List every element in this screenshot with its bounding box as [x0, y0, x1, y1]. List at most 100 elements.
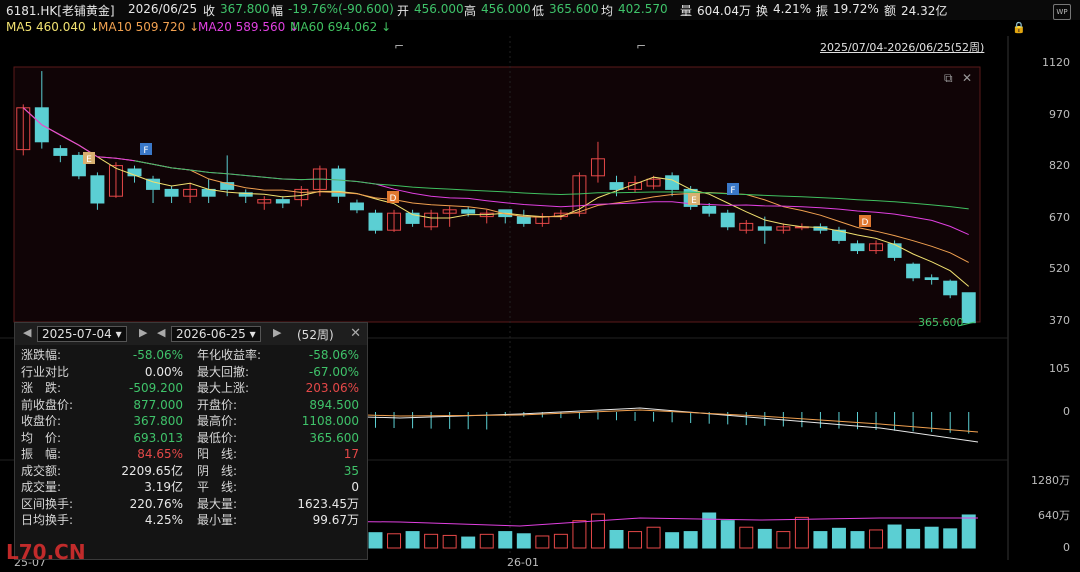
high-label: 高 — [464, 4, 477, 18]
volume-bar — [702, 512, 717, 549]
stat-row: 最高价: 1108.000 — [197, 413, 362, 430]
volume-bar — [387, 533, 402, 549]
candle-body — [831, 229, 846, 241]
stat-row: 开盘价: 894.500 — [197, 397, 362, 414]
marker-letter: E — [86, 155, 92, 165]
candle-body — [442, 209, 457, 214]
stat-value: 877.000 — [133, 397, 183, 412]
high-value: 456.000 — [481, 2, 531, 16]
stat-label: 均 价: — [21, 430, 62, 445]
restore-icon: ⧉ — [944, 71, 953, 85]
marker-letter: F — [730, 186, 735, 196]
date-range-selector[interactable]: 2025/07/04-2026/06/25(52周) — [820, 41, 985, 54]
stat-value: 99.67万 — [312, 513, 359, 527]
price-tick: 370 — [1049, 314, 1070, 327]
change-label: 幅 — [271, 4, 284, 18]
prev-end-icon[interactable]: ◀ — [157, 326, 166, 339]
candle-body — [183, 188, 198, 197]
start-date-select[interactable]: 2025-07-04 ▾ — [37, 326, 127, 342]
weeks-label: (52周) — [297, 328, 334, 342]
stats-header: ◀ 2025-07-04 ▾ ▶ ◀ 2026-06-25 ▾ ▶ (52周) … — [15, 323, 367, 345]
next-end-icon[interactable]: ▶ — [273, 326, 282, 339]
stat-value: -509.200 — [129, 381, 183, 395]
volume-bar — [906, 528, 921, 549]
amp-value: 19.72% — [833, 2, 879, 16]
volume-bar — [813, 531, 828, 549]
marker-box — [727, 183, 739, 195]
candle-body — [257, 199, 272, 204]
candle-body — [349, 202, 364, 211]
prev-start-icon[interactable]: ◀ — [23, 326, 32, 339]
volume-bar — [609, 530, 624, 549]
volume-bar — [535, 535, 550, 549]
volume-bar — [442, 534, 457, 549]
price-tick: 970 — [1049, 108, 1070, 121]
close-value: 367.800 — [220, 2, 270, 16]
ma-legend: MA5 460.040 ↓ MA10 509.720 ↓ MA20 589.56… — [0, 19, 1080, 54]
open-value: 456.000 — [414, 2, 464, 16]
candle-body — [924, 277, 939, 280]
end-date-select[interactable]: 2026-06-25 ▾ — [171, 326, 261, 342]
candle-body — [275, 199, 290, 204]
close-icon[interactable]: ✕ — [350, 326, 361, 341]
stat-row: 涨跌幅: -58.06% — [21, 347, 186, 364]
amp-label: 振 — [816, 4, 829, 18]
candle-body — [850, 243, 865, 252]
price-tick: 820 — [1049, 159, 1070, 172]
low-value: 365.600 — [549, 2, 599, 16]
candle-body — [646, 178, 661, 187]
price-tick: 1120 — [1042, 56, 1070, 69]
event-marker: F — [140, 143, 152, 156]
event-marker: E — [83, 152, 95, 165]
close-label: 收 — [203, 4, 216, 18]
candle-body — [590, 158, 605, 177]
candle-body — [702, 205, 717, 214]
event-markers: F E D E F D — [83, 143, 871, 228]
stat-row: 阳 线: 17 — [197, 446, 362, 463]
amount-value: 24.32亿 — [901, 4, 948, 18]
candle-body — [71, 154, 86, 177]
close-icon: ✕ — [962, 71, 972, 85]
vol-label: 量 — [680, 4, 693, 18]
stat-value: 203.06% — [305, 381, 359, 395]
marker-letter: F — [143, 146, 148, 156]
stat-label: 年化收益率: — [197, 348, 262, 362]
candle-body — [720, 212, 735, 228]
ma-line — [22, 107, 970, 287]
stat-value: 2209.65亿 — [121, 463, 183, 478]
marker-box — [387, 191, 399, 203]
volume-bar — [572, 520, 587, 549]
stock-symbol[interactable]: 6181.HK[老铺黄金] — [6, 4, 115, 18]
event-marker: D — [859, 215, 871, 228]
stat-row: 最大量: 1623.45万 — [197, 496, 362, 513]
stat-label: 前收盘价: — [21, 397, 74, 412]
price-tick: 670 — [1049, 211, 1070, 224]
stat-row: 行业对比 0.00% — [21, 364, 186, 381]
stat-label: 最小量: — [197, 513, 238, 527]
volume-bar — [461, 536, 476, 549]
stat-value: 1108.000 — [301, 414, 359, 428]
stat-row: 最大上涨: 203.06% — [197, 380, 362, 397]
stat-value: 693.013 — [133, 430, 183, 445]
candle-body — [16, 107, 31, 151]
stat-label: 成交额: — [21, 463, 62, 478]
candle-body — [461, 209, 476, 214]
candle-body — [108, 165, 123, 197]
stat-value: 220.76% — [129, 496, 183, 511]
stat-row: 成交量: 3.19亿 — [21, 479, 186, 496]
volume-bar — [590, 513, 605, 549]
lock-icon[interactable]: 🔒 — [1012, 21, 1026, 34]
wp-icon[interactable]: WP — [1053, 4, 1071, 20]
stat-label: 区间换手: — [21, 496, 74, 511]
volume-bar — [757, 528, 772, 549]
stat-row: 最大回撤: -67.00% — [197, 364, 362, 381]
next-start-icon[interactable]: ▶ — [139, 326, 148, 339]
stat-label: 成交量: — [21, 480, 62, 494]
macd-tick: 105 — [1049, 362, 1070, 375]
macd-tick: 0 — [1063, 405, 1070, 418]
ma-line — [134, 160, 969, 210]
stat-label: 行业对比 — [21, 364, 70, 379]
volume-bar — [479, 533, 494, 549]
volume-bar — [368, 532, 383, 549]
volume-bar — [850, 531, 865, 549]
